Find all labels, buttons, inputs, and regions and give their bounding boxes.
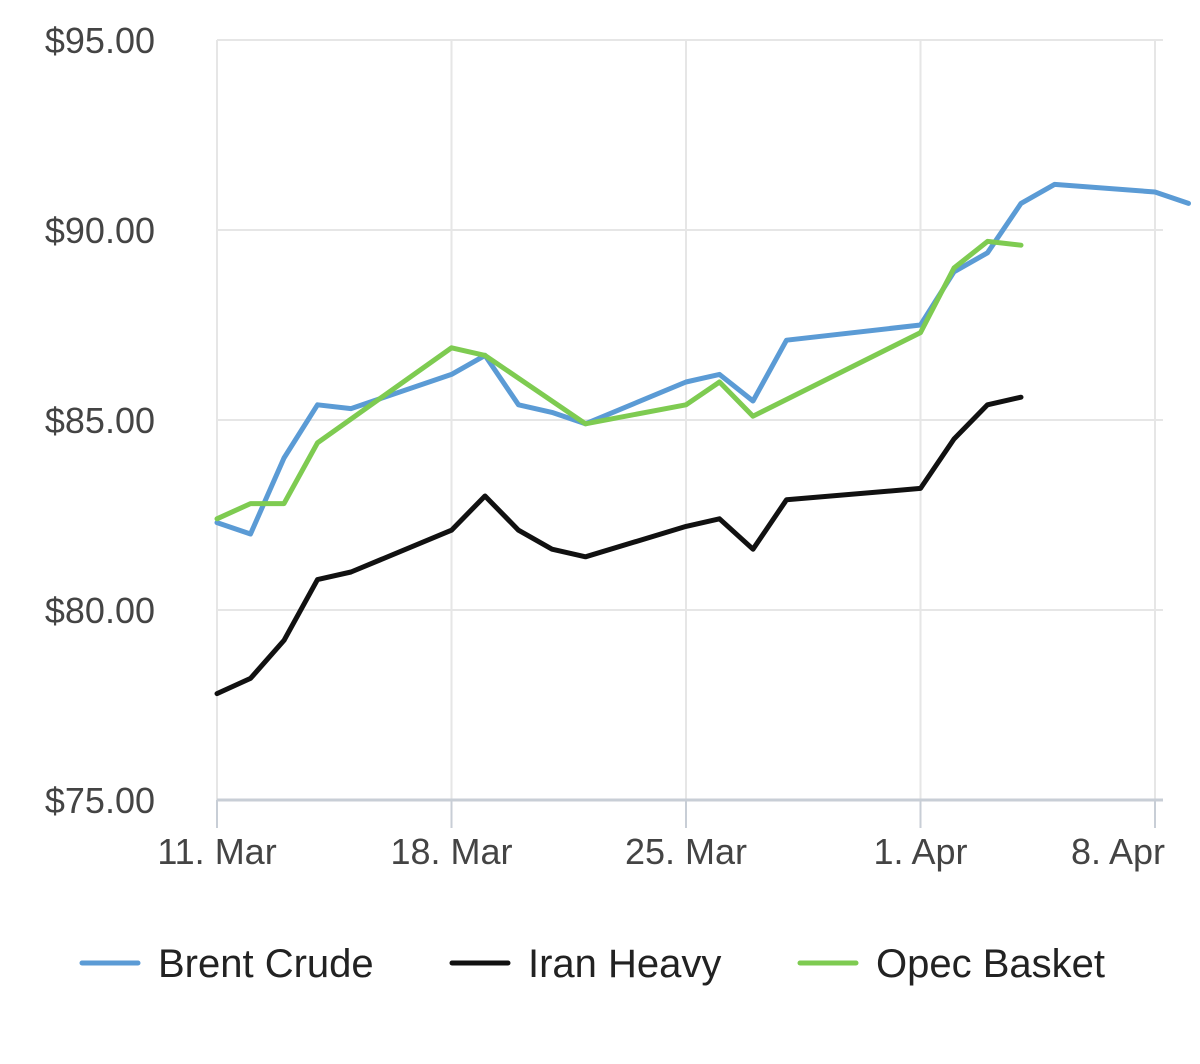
legend-item[interactable]: Opec Basket [797,942,1105,986]
y-tick-label: $90.00 [45,210,155,251]
grid [216,39,1163,800]
axes: $75.00 $80.00 $85.00 $90.00 $95.00 11. Mar 18.… [45,20,1165,872]
legend-item[interactable]: Brent Crude [79,942,374,986]
series-line-iran-heavy[interactable] [214,394,1024,697]
y-tick-label: $80.00 [45,590,155,631]
legend-label: Brent Crude [158,942,374,986]
x-tick-label: 18. Mar [390,831,512,872]
legend: Brent Crude Iran Heavy Opec Basket [79,942,1105,986]
x-tick-label: 11. Mar [157,831,276,872]
x-tick-label: 25. Mar [625,831,747,872]
x-tick-label: 1. Apr [873,831,967,872]
series-lines [214,181,1191,697]
y-tick-label: $75.00 [45,780,155,821]
series-line-opec-basket[interactable] [214,238,1024,522]
x-tick-label: 8. Apr [1071,831,1165,872]
series-line-brent-crude[interactable] [214,181,1191,537]
legend-label: Opec Basket [876,942,1105,986]
y-tick-label: $85.00 [45,400,155,441]
legend-label: Iran Heavy [528,942,721,986]
legend-item[interactable]: Iran Heavy [449,942,721,986]
y-tick-label: $95.00 [45,20,155,61]
